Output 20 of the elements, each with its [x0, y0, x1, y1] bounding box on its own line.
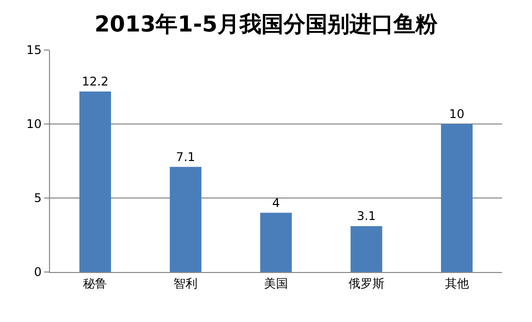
data-label: 4 [272, 196, 280, 210]
bar [440, 124, 473, 272]
x-tick-label: 智利 [174, 276, 198, 290]
x-tick-label: 美国 [264, 276, 288, 290]
x-tick-label: 秘鲁 [83, 276, 108, 290]
bar [350, 226, 382, 272]
x-tick-label: 俄罗斯 [348, 276, 384, 290]
bar [170, 166, 202, 272]
data-label: 7.1 [176, 150, 196, 164]
bar [260, 212, 292, 272]
y-tick-label: 10 [26, 117, 42, 132]
chart-title: 2013年1-5月我国分国别进口鱼粉 [94, 12, 438, 38]
data-label: 10 [449, 107, 464, 121]
data-label: 12.2 [82, 74, 109, 88]
y-tick-label: 0 [34, 265, 42, 280]
data-label: 3.1 [356, 209, 376, 224]
y-tick-label: 15 [26, 43, 42, 58]
bar [79, 91, 112, 272]
y-tick-label: 5 [34, 191, 42, 206]
x-tick-label: 其他 [444, 276, 469, 290]
